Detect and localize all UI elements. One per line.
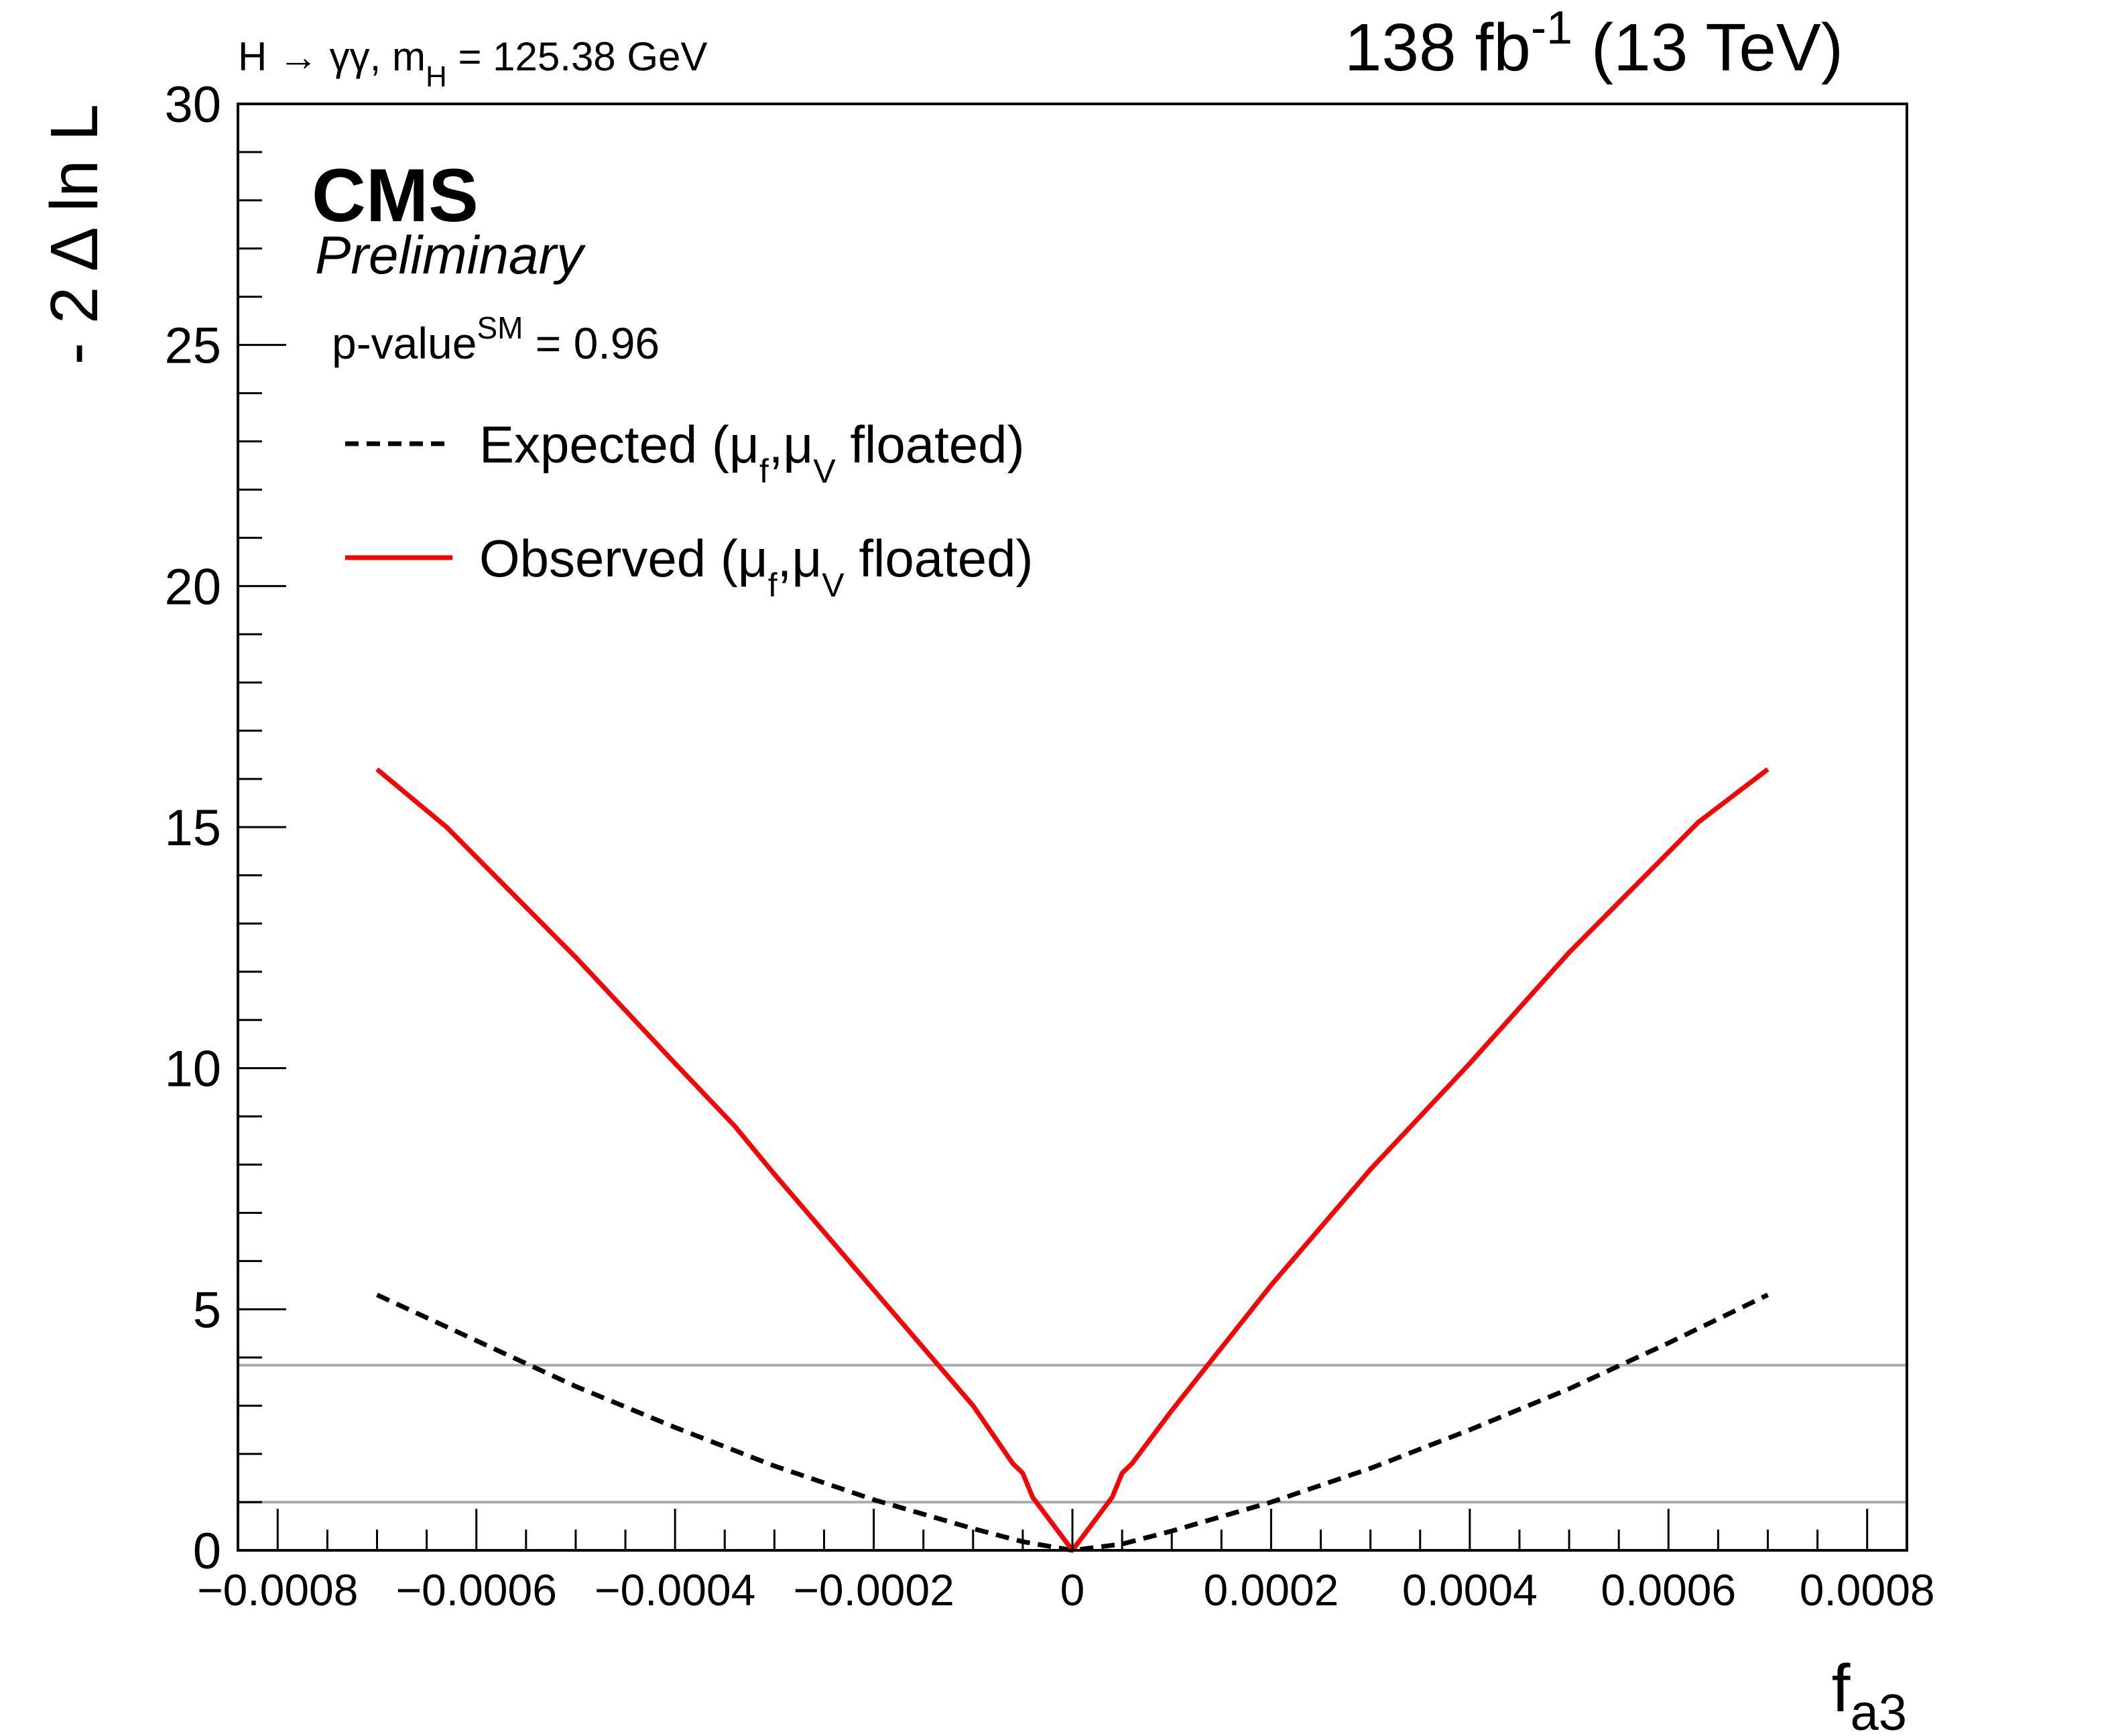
x-tick-label: 0.0004: [1402, 1565, 1538, 1615]
y-tick-label: 25: [164, 318, 221, 375]
y-tick-label: 15: [164, 800, 221, 857]
reference-lines: [238, 1363, 1907, 1504]
y-tick-label: 20: [164, 558, 221, 615]
x-axis-title: fa3: [1832, 1651, 1907, 1736]
status-label: Preliminary: [315, 225, 586, 285]
experiment-label: CMS: [312, 153, 479, 237]
luminosity-label: 138 fb-1 (13 TeV): [1345, 1, 1843, 85]
y-axis-ticks: [238, 103, 286, 1552]
series-layer: [375, 767, 1769, 1553]
y-tick-label: 30: [164, 76, 221, 133]
x-tick-label: 0: [1060, 1565, 1085, 1615]
y-tick-label: 0: [193, 1523, 221, 1580]
y-axis-title: - 2 Δ ln L: [37, 104, 112, 365]
series-line-observed: [375, 767, 1769, 1553]
series-line-expected: [376, 1292, 1769, 1553]
x-tick-label: 0.0002: [1203, 1565, 1339, 1615]
x-tick-label: 0.0006: [1601, 1565, 1736, 1615]
y-tick-label: 10: [164, 1041, 221, 1098]
x-tick-label: −0.0004: [595, 1565, 755, 1615]
x-axis-ticks: [276, 1509, 1869, 1550]
x-tick-label: 0.0008: [1800, 1565, 1935, 1615]
x-tick-label: −0.0006: [396, 1565, 557, 1615]
y-axis-tick-labels: 0 5 10 15 20 25 30: [164, 76, 221, 1580]
x-tick-label: −0.0008: [197, 1565, 358, 1615]
x-tick-label: −0.0002: [793, 1565, 954, 1615]
legend-label-observed: Observed (μf,μV floated): [479, 529, 1034, 604]
p-value-label: p-valueSM = 0.96: [332, 310, 660, 368]
process-label: H → γγ, mH = 125.38 GeV: [238, 34, 707, 93]
x-axis-tick-labels: −0.0008 −0.0006 −0.0004 −0.0002 0 0.0002 0.000…: [197, 1565, 1935, 1615]
legend-label-expected: Expected (μf,μV floated): [479, 415, 1025, 490]
legend: Expected (μf,μV floated) Observed (μf,μV…: [345, 415, 1034, 604]
y-tick-label: 5: [193, 1282, 221, 1339]
